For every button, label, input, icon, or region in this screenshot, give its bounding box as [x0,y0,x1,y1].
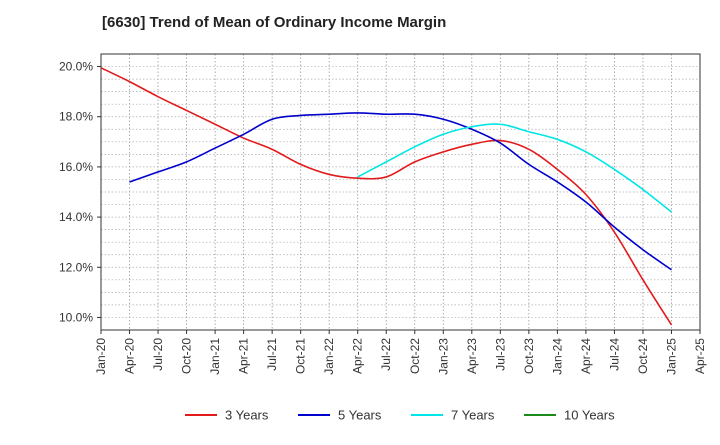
x-tick-label: Jan-23 [436,338,450,375]
legend-label-7-years: 7 Years [451,408,495,423]
series-lines [100,67,673,326]
x-tick-label: Oct-23 [522,338,536,374]
y-tick-label: 18.0% [59,110,93,124]
y-tick-label: 10.0% [59,310,93,324]
x-tick-label: Apr-22 [351,338,365,374]
chart-title: [6630] Trend of Mean of Ordinary Income … [102,14,447,31]
x-tick-label: Jul-24 [607,338,621,371]
x-tick-label: Apr-23 [465,338,479,374]
x-tick-label: Jan-21 [208,338,222,375]
x-tick-label: Jul-21 [265,338,279,371]
y-tick-label: 20.0% [59,60,93,74]
y-tick-label: 14.0% [59,210,93,224]
x-tick-label: Oct-20 [180,338,194,374]
y-tick-label: 16.0% [59,160,93,174]
series-line-3-years [100,67,673,326]
x-tick-label: Apr-20 [123,338,137,374]
legend: 3 Years 5 Years 7 Years 10 Years [185,408,615,423]
series-line-7-years [357,123,672,213]
plot-frame [100,53,701,331]
x-tick-label: Jul-20 [151,338,165,371]
axes: 10.0% 12.0% 14.0% 16.0% 18.0% 20.0% Jan-20 Apr-… [59,53,707,375]
legend-label-5-years: 5 Years [338,408,382,423]
x-tick-label: Oct-21 [294,338,308,374]
x-tick-label: Jan-22 [322,338,336,375]
x-tick-label: Jan-25 [664,338,678,375]
x-tick-label: Oct-22 [408,338,422,374]
x-tick-label: Apr-25 [693,338,707,374]
x-tick-label: Apr-24 [579,338,593,374]
x-tick-label: Apr-21 [237,338,251,374]
series-line-5-years [129,112,672,271]
legend-label-3-years: 3 Years [225,408,269,423]
x-tick-label: Jul-22 [379,338,393,371]
x-tick-label: Oct-24 [636,338,650,374]
x-tick-label: Jan-20 [94,338,108,375]
x-tick-label: Jan-24 [550,338,564,375]
y-tick-label: 12.0% [59,260,93,274]
grid [100,53,701,331]
legend-label-10-years: 10 Years [564,408,615,423]
x-tick-label: Jul-23 [493,338,507,371]
